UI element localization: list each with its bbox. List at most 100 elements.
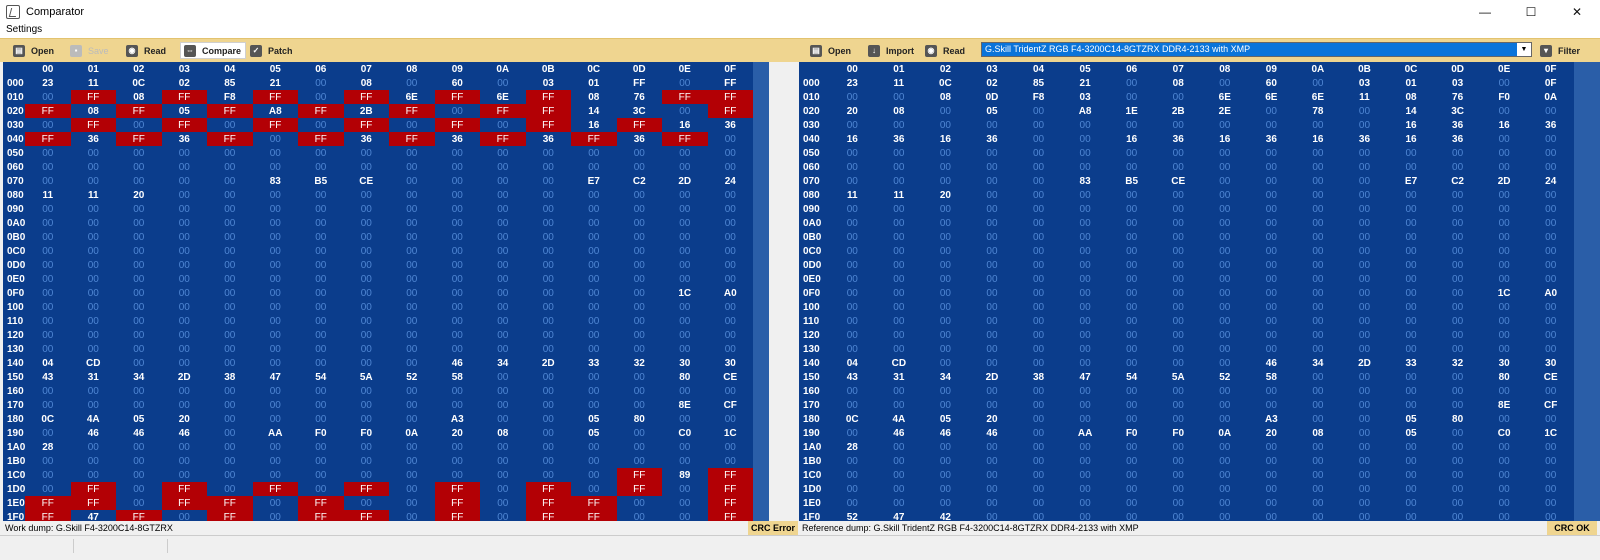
hex-byte-cell[interactable]: 00: [1032, 329, 1045, 341]
hex-byte-cell[interactable]: 00: [1498, 301, 1510, 313]
hex-byte-cell[interactable]: 00: [542, 371, 554, 383]
hex-byte-cell[interactable]: FF: [116, 510, 162, 524]
hex-byte-cell[interactable]: 00: [451, 203, 463, 215]
hex-byte-cell[interactable]: 00: [1498, 483, 1510, 495]
hex-byte-cell[interactable]: 00: [1079, 189, 1091, 201]
hex-byte-cell[interactable]: 00: [133, 119, 145, 131]
hex-byte-cell[interactable]: 00: [451, 385, 463, 397]
hex-byte-cell[interactable]: 00: [588, 315, 600, 327]
hex-byte-cell[interactable]: 00: [315, 441, 327, 453]
hex-byte-cell[interactable]: 00: [893, 469, 905, 481]
work-read-button[interactable]: ◉ Read: [123, 42, 170, 59]
hex-byte-cell[interactable]: 00: [224, 203, 236, 215]
hex-byte-cell[interactable]: FF: [707, 468, 753, 482]
hex-byte-cell[interactable]: 00: [724, 161, 736, 173]
hex-byte-cell[interactable]: 00: [893, 91, 905, 103]
hex-byte-cell[interactable]: 00: [1452, 315, 1464, 327]
hex-byte-cell[interactable]: 00: [178, 455, 190, 467]
hex-byte-cell[interactable]: FF: [70, 496, 116, 510]
hex-byte-cell[interactable]: 00: [224, 189, 236, 201]
hex-byte-cell[interactable]: 6E: [1265, 91, 1278, 103]
hex-byte-cell[interactable]: 00: [406, 259, 418, 271]
hex-byte-cell[interactable]: 00: [1498, 385, 1510, 397]
hex-byte-cell[interactable]: 00: [315, 483, 327, 495]
hex-byte-cell[interactable]: 00: [1358, 189, 1371, 201]
hex-byte-cell[interactable]: 00: [1452, 441, 1464, 453]
hex-byte-cell[interactable]: FF: [70, 118, 116, 132]
hex-byte-cell[interactable]: 16: [1312, 133, 1324, 145]
hex-byte-cell[interactable]: 00: [939, 343, 951, 355]
hex-byte-cell[interactable]: 43: [42, 371, 54, 383]
hex-byte-cell[interactable]: 00: [269, 203, 281, 215]
hex-byte-cell[interactable]: 00: [1452, 203, 1464, 215]
hex-byte-cell[interactable]: 00: [542, 399, 554, 411]
hex-byte-cell[interactable]: 00: [406, 161, 418, 173]
hex-byte-cell[interactable]: 00: [1126, 385, 1138, 397]
hex-byte-cell[interactable]: 00: [1545, 245, 1557, 257]
hex-byte-cell[interactable]: 00: [451, 175, 463, 187]
hex-byte-cell[interactable]: 31: [893, 371, 905, 383]
hex-byte-cell[interactable]: 00: [87, 469, 99, 481]
hex-byte-cell[interactable]: FF: [707, 104, 753, 118]
hex-byte-cell[interactable]: FF: [207, 104, 253, 118]
hex-byte-cell[interactable]: 46: [178, 427, 190, 439]
hex-byte-cell[interactable]: 00: [633, 329, 645, 341]
hex-byte-cell[interactable]: 00: [360, 357, 372, 369]
hex-byte-cell[interactable]: 00: [633, 273, 645, 285]
hex-byte-cell[interactable]: 00: [1358, 147, 1371, 159]
hex-byte-cell[interactable]: 00: [1032, 357, 1045, 369]
hex-byte-cell[interactable]: 00: [497, 231, 509, 243]
hex-byte-cell[interactable]: 00: [451, 343, 463, 355]
hex-byte-cell[interactable]: 00: [1032, 189, 1045, 201]
hex-byte-cell[interactable]: 00: [315, 343, 327, 355]
hex-byte-cell[interactable]: 00: [846, 203, 858, 215]
hex-byte-cell[interactable]: 00: [497, 371, 509, 383]
hex-byte-cell[interactable]: 00: [451, 245, 463, 257]
hex-byte-cell[interactable]: 00: [1219, 497, 1231, 509]
hex-byte-cell[interactable]: 00: [679, 217, 691, 229]
hex-byte-cell[interactable]: 00: [542, 231, 554, 243]
hex-byte-cell[interactable]: 00: [588, 287, 600, 299]
hex-byte-cell[interactable]: 00: [893, 483, 905, 495]
hex-byte-cell[interactable]: 00: [846, 217, 858, 229]
hex-byte-cell[interactable]: A3: [450, 413, 464, 425]
hex-byte-cell[interactable]: 00: [588, 259, 600, 271]
hex-byte-cell[interactable]: 00: [451, 287, 463, 299]
hex-byte-cell[interactable]: 00: [1079, 133, 1091, 145]
hex-byte-cell[interactable]: 00: [315, 77, 327, 89]
hex-byte-cell[interactable]: 00: [1405, 217, 1417, 229]
hex-byte-cell[interactable]: 00: [633, 399, 645, 411]
hex-byte-cell[interactable]: 00: [846, 147, 858, 159]
hex-byte-cell[interactable]: 00: [588, 245, 600, 257]
hex-byte-cell[interactable]: 00: [1312, 245, 1324, 257]
hex-byte-cell[interactable]: 00: [846, 161, 858, 173]
hex-byte-cell[interactable]: F8: [223, 91, 236, 103]
hex-byte-cell[interactable]: 00: [406, 497, 418, 509]
hex-byte-cell[interactable]: C2: [1451, 175, 1464, 187]
hex-byte-cell[interactable]: 00: [360, 273, 372, 285]
hex-byte-cell[interactable]: 20: [133, 189, 145, 201]
hex-byte-cell[interactable]: 00: [497, 147, 509, 159]
hex-byte-cell[interactable]: 00: [939, 287, 951, 299]
hex-byte-cell[interactable]: 00: [893, 161, 905, 173]
hex-byte-cell[interactable]: 00: [679, 497, 691, 509]
hex-byte-cell[interactable]: 00: [269, 511, 281, 523]
hex-byte-cell[interactable]: 00: [846, 469, 858, 481]
hex-byte-cell[interactable]: 00: [986, 385, 998, 397]
hex-byte-cell[interactable]: 00: [633, 161, 645, 173]
hex-byte-cell[interactable]: 00: [1545, 203, 1557, 215]
hex-byte-cell[interactable]: 00: [542, 329, 554, 341]
hex-byte-cell[interactable]: 00: [1079, 455, 1091, 467]
hex-byte-cell[interactable]: 00: [406, 441, 418, 453]
hex-byte-cell[interactable]: 00: [724, 147, 736, 159]
hex-byte-cell[interactable]: 00: [1312, 399, 1324, 411]
hex-byte-cell[interactable]: 00: [1452, 231, 1464, 243]
hex-byte-cell[interactable]: 00: [1032, 161, 1045, 173]
hex-byte-cell[interactable]: 00: [87, 245, 99, 257]
hex-byte-cell[interactable]: 00: [497, 189, 509, 201]
hex-byte-cell[interactable]: 00: [724, 217, 736, 229]
hex-byte-cell[interactable]: 00: [1219, 175, 1231, 187]
hex-byte-cell[interactable]: 00: [269, 357, 281, 369]
hex-byte-cell[interactable]: 00: [133, 399, 145, 411]
hex-byte-cell[interactable]: 00: [679, 203, 691, 215]
